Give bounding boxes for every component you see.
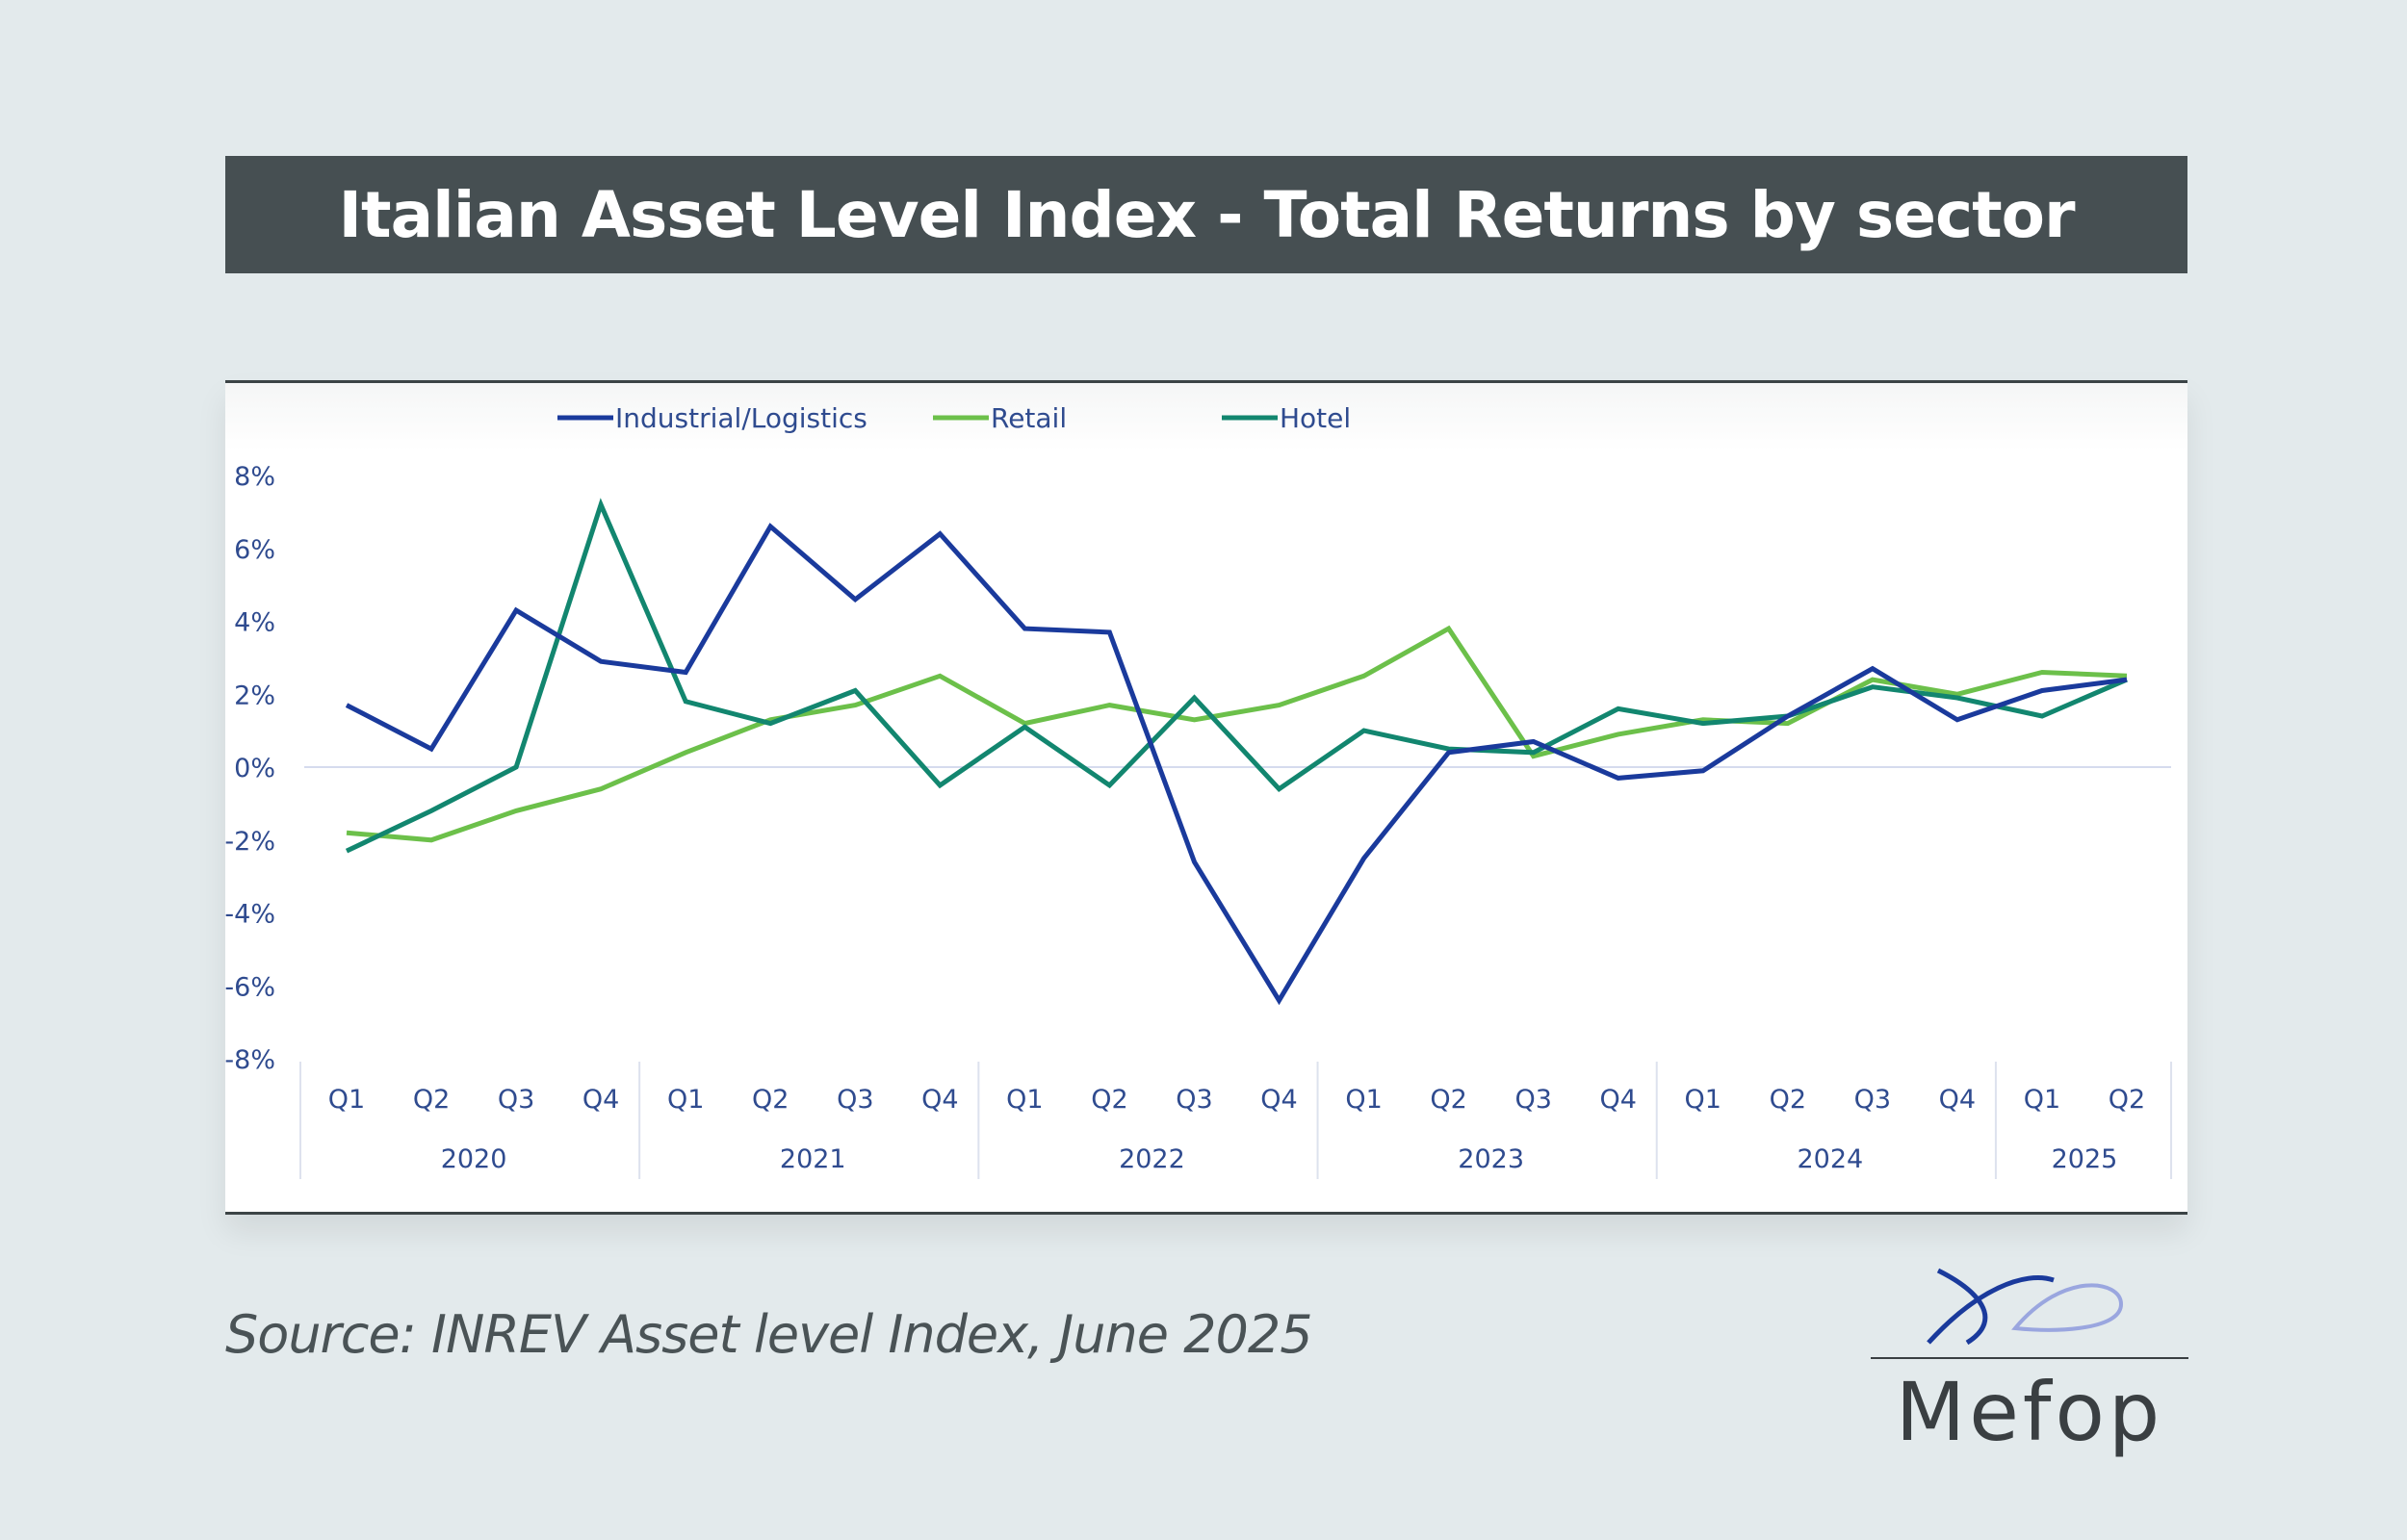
y-tick-label: 8% [234,462,275,492]
source-note: Source: INREV Asset level Index, June 20… [225,1304,1313,1365]
x-tick-label: Q2 [1091,1085,1127,1115]
x-tick-label: Q3 [1854,1085,1891,1115]
x-tick-label: Q3 [1514,1085,1551,1115]
year-label: 2020 [441,1144,507,1174]
line-chart: Industrial/Logistics Retail Hotel 8% 6% 4% 2% 0… [225,402,2173,1179]
y-tick-label: 2% [234,680,275,710]
year-label: 2021 [780,1144,846,1174]
x-tick-label: Q4 [921,1085,958,1115]
logo-text: Mefop [1895,1365,2164,1459]
x-tick-label: Q3 [498,1085,534,1115]
y-tick-label: -6% [225,972,275,1002]
legend-label: Hotel [1280,402,1351,434]
y-tick-label: 6% [234,535,275,565]
y-tick-label: 4% [234,608,275,638]
year-label: 2022 [1119,1144,1185,1174]
x-tick-label: Q1 [1685,1085,1721,1115]
x-tick-label: Q4 [582,1085,619,1115]
x-tick-label: Q1 [667,1085,704,1115]
x-tick-label: Q3 [837,1085,873,1115]
x-tick-label: Q1 [1006,1085,1043,1115]
chart-panel: Industrial/Logistics Retail Hotel 8% 6% 4% 2% 0… [225,380,2187,1215]
mefop-logo: Mefop [1871,1251,2188,1463]
x-tick-label: Q3 [1176,1085,1212,1115]
title-bar: Italian Asset Level Index - Total Return… [225,156,2187,273]
x-tick-label: Q1 [1345,1085,1382,1115]
year-label: 2023 [1458,1144,1524,1174]
legend-band [225,383,2187,450]
year-label: 2025 [2052,1144,2118,1174]
y-tick-label: -2% [225,827,275,857]
x-tick-label: Q2 [752,1085,789,1115]
legend-label: Retail [991,402,1067,434]
y-tick-label: -8% [225,1045,275,1075]
x-tick-label: Q2 [413,1085,450,1115]
x-tick-label: Q1 [328,1085,365,1115]
x-tick-label: Q4 [1939,1085,1976,1115]
x-tick-label: Q4 [1260,1085,1297,1115]
logo-swoosh-icon [1927,1268,2124,1346]
x-tick-label: Q4 [1599,1085,1636,1115]
x-tick-label: Q2 [1770,1085,1806,1115]
y-tick-label: 0% [234,754,275,783]
x-tick-label: Q1 [2024,1085,2060,1115]
series-line-hotel [345,498,2128,854]
logo-divider [1871,1357,2188,1359]
series-line-industrial-logistics [345,523,2128,1006]
page-title: Italian Asset Level Index - Total Return… [338,177,2075,252]
legend-label: Industrial/Logistics [615,402,867,434]
x-tick-label: Q2 [1430,1085,1466,1115]
series-line-retail [346,625,2128,843]
y-tick-label: -4% [225,900,275,930]
year-label: 2024 [1797,1144,1863,1174]
x-tick-label: Q2 [2109,1085,2145,1115]
